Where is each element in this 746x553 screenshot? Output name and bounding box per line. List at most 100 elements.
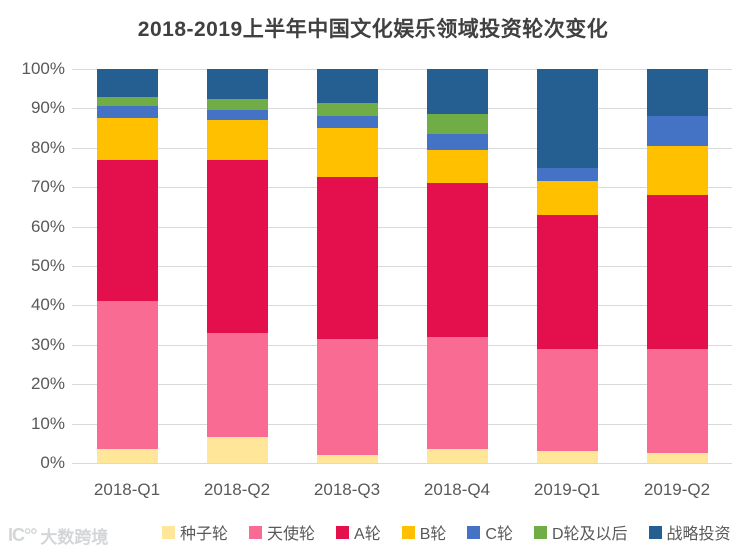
legend-item-round-b: B轮 xyxy=(401,520,447,544)
bar-segment-angel-round-2018-Q3 xyxy=(316,338,378,456)
watermark-text: 大数跨境 xyxy=(40,528,109,547)
legend-swatch-icon-strategic-invest xyxy=(648,525,662,539)
bar-segment-round-d-plus-2018-Q3 xyxy=(316,102,378,117)
watermark-logo-icon: IC°° xyxy=(8,525,37,545)
bar-segment-round-d-plus-2018-Q1 xyxy=(96,96,158,107)
y-axis: 0% 10% 20% 30% 40% 50% 60% 70% 80% 90% 100% xyxy=(0,59,65,472)
y-tick-label-90%: 90% xyxy=(30,98,65,118)
y-tick-label-10%: 10% xyxy=(30,413,65,433)
legend-label-round-a: A轮 xyxy=(354,526,381,543)
bar-segment-round-b-2018-Q3 xyxy=(316,128,378,178)
bar-segment-round-a-2018-Q2 xyxy=(206,159,268,333)
x-axis: 2018-Q1 2018-Q2 2018-Q3 2018-Q4 2019-Q1 2019-… xyxy=(72,480,732,504)
legend-swatch-icon-seed-round xyxy=(162,525,175,539)
bar-segment-round-a-2019-Q1 xyxy=(536,214,598,349)
legend-label-round-b: B轮 xyxy=(419,526,447,543)
bar-segment-strategic-invest-2018-Q2 xyxy=(206,69,268,99)
bar-segment-round-a-2019-Q2 xyxy=(646,195,708,349)
y-tick-label-50%: 50% xyxy=(30,256,65,275)
bar-segment-round-c-2019-Q1 xyxy=(536,167,598,182)
gridline-80% xyxy=(72,147,732,149)
bar-segment-seed-round-2018-Q4 xyxy=(426,449,488,463)
legend-item-angel-round: 天使轮 xyxy=(249,520,315,544)
bar-2019-Q1 xyxy=(536,69,598,463)
y-tick-label-80%: 80% xyxy=(30,137,65,157)
legend-swatch-icon-round-b xyxy=(401,525,415,539)
bar-segment-strategic-invest-2019-Q2 xyxy=(646,69,708,117)
legend-swatch-icon-round-a xyxy=(336,525,350,539)
legend-item-round-c: C轮 xyxy=(467,520,513,544)
legend-label-strategic-invest: 战略投资 xyxy=(666,526,731,543)
y-tick-label-30%: 30% xyxy=(30,334,65,354)
gridline-0% xyxy=(72,463,732,464)
bar-segment-seed-round-2019-Q2 xyxy=(646,453,708,463)
legend-item-round-d-plus: D轮及以后 xyxy=(533,520,628,544)
bar-segment-round-a-2018-Q1 xyxy=(96,159,158,302)
bar-segment-round-b-2019-Q1 xyxy=(536,181,598,215)
y-tick-label-100%: 100% xyxy=(21,59,65,78)
bar-segment-angel-round-2019-Q1 xyxy=(536,348,598,452)
bar-segment-round-b-2018-Q1 xyxy=(96,118,158,160)
legend-label-round-c: C轮 xyxy=(485,526,513,543)
gridline-70% xyxy=(72,187,732,189)
bar-2018-Q1 xyxy=(96,69,158,463)
gridline-60% xyxy=(72,226,732,228)
bar-segment-round-c-2018-Q3 xyxy=(316,116,378,129)
legend-label-seed-round: 种子轮 xyxy=(180,526,229,543)
y-tick-label-60%: 60% xyxy=(30,216,65,236)
y-tick-label-70%: 70% xyxy=(30,177,65,197)
bar-segment-round-b-2018-Q2 xyxy=(206,120,268,160)
bar-segment-strategic-invest-2018-Q3 xyxy=(316,69,378,103)
watermark: IC°° 大数跨境 xyxy=(8,523,108,548)
bar-segment-angel-round-2018-Q1 xyxy=(96,301,158,450)
bar-segment-round-d-plus-2018-Q4 xyxy=(426,114,488,135)
x-tick-label-2019-Q1: 2019-Q1 xyxy=(533,480,601,499)
bar-segment-strategic-invest-2018-Q1 xyxy=(96,69,158,97)
bar-segment-round-b-2019-Q2 xyxy=(646,145,708,196)
legend-label-round-d-plus: D轮及以后 xyxy=(551,526,628,543)
bar-segment-seed-round-2018-Q3 xyxy=(316,455,378,463)
legend-swatch-icon-round-c xyxy=(467,525,481,539)
legend: 种子轮 天使轮 A轮 B轮 C轮 D轮及以后 战略投资 xyxy=(162,520,731,544)
y-tick-label-0%: 0% xyxy=(40,453,65,472)
gridline-30% xyxy=(72,344,732,346)
legend-item-seed-round: 种子轮 xyxy=(162,520,228,544)
bar-segment-round-d-plus-2018-Q2 xyxy=(206,98,268,111)
bar-segment-round-a-2018-Q4 xyxy=(426,183,488,337)
gridline-50% xyxy=(72,266,732,267)
x-tick-label-2018-Q4: 2018-Q4 xyxy=(423,480,491,499)
x-tick-label-2019-Q2: 2019-Q2 xyxy=(643,480,711,499)
plot-area xyxy=(72,69,732,464)
x-tick-label-2018-Q2: 2018-Q2 xyxy=(203,480,271,499)
bar-segment-seed-round-2018-Q2 xyxy=(206,437,268,463)
bar-segment-round-c-2019-Q2 xyxy=(646,116,708,146)
legend-swatch-icon-round-d-plus xyxy=(533,525,547,539)
legend-swatch-icon-angel-round xyxy=(249,525,263,539)
bar-segment-strategic-invest-2019-Q1 xyxy=(536,69,598,168)
legend-label-angel-round: 天使轮 xyxy=(267,526,316,543)
bar-2018-Q4 xyxy=(426,69,488,463)
bar-segment-round-a-2018-Q3 xyxy=(316,177,378,339)
bar-segment-round-b-2018-Q4 xyxy=(426,149,488,184)
bar-segment-seed-round-2018-Q1 xyxy=(96,449,158,463)
bar-segment-round-c-2018-Q4 xyxy=(426,134,488,150)
bar-segment-round-c-2018-Q2 xyxy=(206,110,268,121)
gridline-40% xyxy=(72,305,732,307)
gridline-20% xyxy=(72,384,732,386)
legend-item-strategic-invest: 战略投资 xyxy=(648,520,731,544)
gridline-100% xyxy=(72,69,732,70)
gridline-10% xyxy=(72,423,732,425)
bar-2019-Q2 xyxy=(646,69,708,463)
y-tick-label-20%: 20% xyxy=(30,374,65,394)
x-tick-label-2018-Q3: 2018-Q3 xyxy=(313,480,381,499)
gridline-90% xyxy=(72,108,732,110)
legend-item-round-a: A轮 xyxy=(336,520,381,544)
bar-segment-angel-round-2018-Q4 xyxy=(426,336,488,450)
bar-segment-strategic-invest-2018-Q4 xyxy=(426,69,488,115)
x-tick-label-2018-Q1: 2018-Q1 xyxy=(93,480,161,499)
bar-segment-angel-round-2019-Q2 xyxy=(646,348,708,454)
y-tick-label-40%: 40% xyxy=(30,295,65,315)
bar-segment-angel-round-2018-Q2 xyxy=(206,332,268,438)
bar-segment-round-c-2018-Q1 xyxy=(96,106,158,119)
